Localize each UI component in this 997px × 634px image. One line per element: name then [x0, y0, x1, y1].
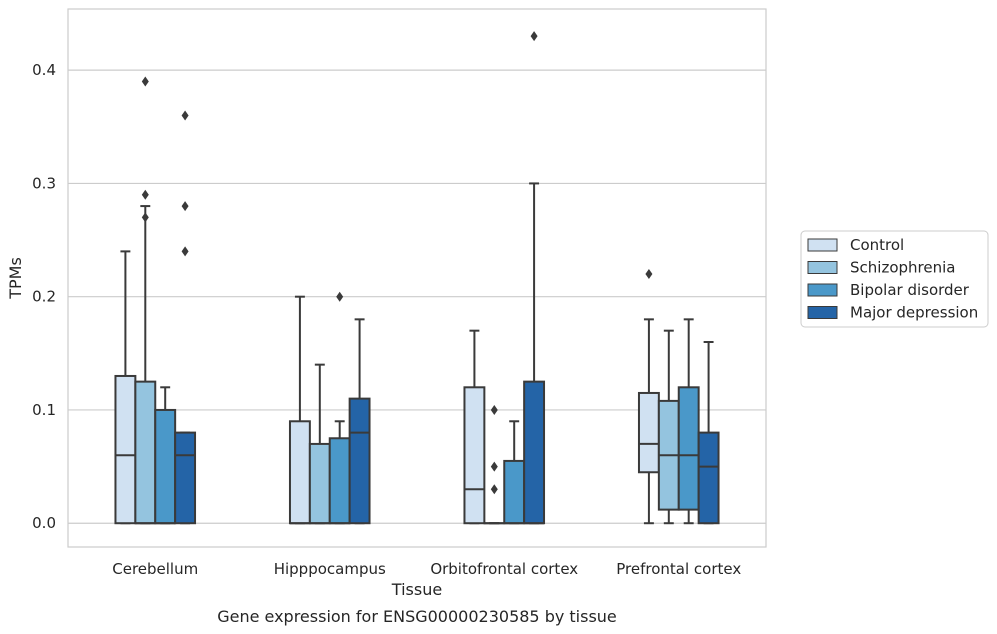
outlier-point [141, 189, 149, 200]
x-axis-label: Tissue [391, 580, 442, 599]
x-tick-label: Hipppocampus [274, 560, 386, 578]
box-body [677, 386, 700, 511]
legend-item: Major depression [807, 304, 978, 322]
legend-frame [800, 230, 989, 328]
box [483, 404, 506, 525]
box [154, 386, 177, 525]
legend: Control Schizophrenia Bipolar disorder Majo… [800, 230, 989, 328]
box [637, 269, 660, 525]
outlier-point [181, 110, 189, 121]
legend-label: Bipolar disorder [850, 281, 970, 299]
y-tick-label: 0.1 [32, 401, 56, 419]
x-tick-labels: Cerebellum Hipppocampus Orbitofrontal cort… [112, 560, 741, 578]
legend-item: Control [807, 236, 904, 254]
outlier-point [530, 31, 538, 42]
legend-item: Schizophrenia [807, 259, 955, 277]
box [463, 329, 486, 525]
boxes [114, 31, 720, 525]
box [134, 76, 157, 525]
legend-label: Schizophrenia [850, 259, 955, 277]
outlier-point [490, 404, 498, 415]
box [174, 110, 197, 525]
legend-swatch [807, 261, 838, 274]
y-tick-labels: 0.0 0.1 0.2 0.3 0.4 [32, 61, 56, 532]
legend-label: Control [850, 236, 904, 254]
legend-swatch [807, 238, 838, 252]
outlier-point [181, 246, 189, 257]
box [288, 295, 311, 525]
box-body [288, 420, 311, 525]
outlier-point [490, 484, 498, 495]
y-tick-label: 0.2 [32, 288, 56, 306]
box [503, 420, 526, 525]
x-tick-label: Cerebellum [112, 560, 198, 578]
box [677, 318, 700, 525]
box-body [637, 391, 660, 474]
box [348, 318, 371, 525]
box [697, 340, 720, 525]
y-tick-label: 0.4 [32, 61, 56, 79]
box-body [114, 374, 137, 525]
box-body [328, 437, 351, 525]
legend-swatch [807, 306, 838, 319]
outlier-point [336, 291, 344, 302]
legend-item: Bipolar disorder [807, 281, 970, 299]
box [657, 329, 680, 525]
x-tick-label: Prefrontal cortex [616, 560, 741, 578]
outlier-point [645, 269, 653, 280]
box-body [503, 459, 526, 525]
outlier-point [141, 212, 149, 223]
y-axis-label: TPMs [6, 257, 25, 300]
box [523, 31, 546, 525]
box-body [697, 431, 720, 525]
legend-swatch [807, 283, 838, 297]
box-body [348, 397, 371, 525]
box [114, 250, 137, 525]
legend-label: Major depression [850, 304, 978, 322]
outlier-point [141, 76, 149, 87]
box-body [174, 431, 197, 525]
box-body [134, 380, 157, 525]
x-tick-label: Orbitofrontal cortex [430, 560, 578, 578]
y-tick-label: 0.3 [32, 174, 56, 192]
y-tick-label: 0.0 [32, 514, 56, 532]
box [308, 363, 331, 525]
box-body [463, 386, 486, 525]
box-body [308, 442, 331, 525]
outlier-point [181, 201, 189, 212]
box [328, 291, 351, 525]
box-body [523, 380, 546, 525]
outlier-point [490, 461, 498, 472]
plot-frame [67, 8, 767, 548]
chart-caption: Gene expression for ENSG00000230585 by t… [217, 607, 617, 626]
box-body [154, 408, 177, 525]
